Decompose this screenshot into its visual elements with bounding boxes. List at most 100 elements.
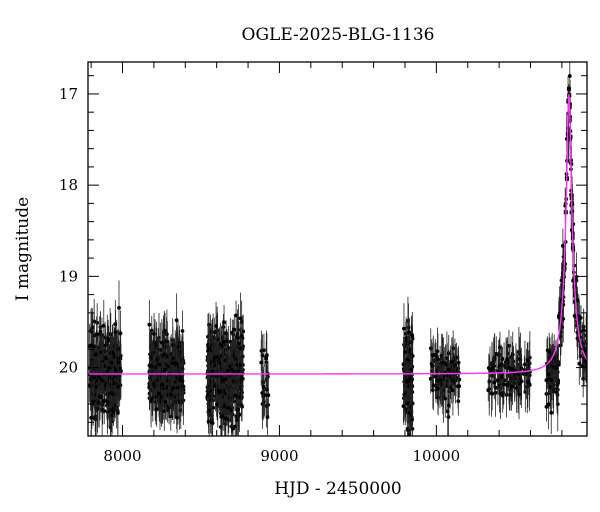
data-point [108, 408, 113, 412]
data-point [402, 326, 406, 331]
data-point [487, 379, 492, 384]
data-point [490, 366, 495, 371]
data-point [212, 330, 217, 335]
data-point [172, 394, 177, 399]
data-point [265, 415, 270, 419]
data-point [107, 366, 111, 370]
data-point [220, 378, 225, 383]
data-point [240, 334, 244, 339]
data-point [525, 358, 530, 363]
data-point [118, 331, 123, 336]
data-point [215, 355, 219, 359]
data-point [406, 410, 411, 415]
data-point [443, 396, 448, 401]
data-point [430, 364, 435, 368]
data-point [232, 327, 237, 332]
data-point [410, 417, 415, 422]
data-point [519, 379, 524, 384]
data-point [546, 402, 551, 407]
chart-title: OGLE-2025-BLG-1136 [242, 25, 435, 45]
data-point [502, 378, 507, 383]
data-point [227, 405, 232, 410]
y-tick-label: 18 [59, 176, 78, 194]
data-point [567, 74, 572, 78]
data-point [175, 385, 180, 390]
data-point [453, 362, 458, 367]
data-point [93, 352, 98, 357]
data-point [180, 379, 185, 383]
data-point [172, 361, 177, 365]
data-point [410, 333, 415, 338]
data-point [174, 318, 179, 323]
data-point [117, 305, 121, 310]
data-point [433, 352, 438, 357]
data-point [549, 378, 554, 383]
data-point [264, 353, 269, 357]
data-point [152, 331, 156, 336]
data-point [548, 384, 553, 389]
data-point [492, 380, 497, 385]
data-point [261, 384, 266, 389]
data-point [157, 362, 162, 367]
data-point [175, 415, 179, 420]
data-point [491, 360, 496, 365]
data-point [169, 392, 173, 397]
data-point [147, 322, 152, 327]
data-point [116, 360, 121, 365]
data-point [92, 375, 96, 380]
data-point [430, 388, 435, 393]
data-point [91, 399, 95, 404]
data-point [507, 366, 512, 370]
data-point [544, 404, 549, 409]
data-point [214, 374, 219, 379]
data-point [220, 414, 225, 419]
data-point [259, 360, 264, 365]
data-point [210, 369, 215, 374]
data-point [431, 383, 436, 388]
data-point [446, 415, 451, 419]
data-point [406, 330, 411, 335]
data-point [262, 348, 266, 353]
data-point [114, 368, 118, 373]
data-point [155, 357, 159, 362]
data-point [101, 399, 106, 403]
data-point [228, 373, 232, 378]
data-point [490, 391, 495, 396]
y-tick-label: 19 [59, 267, 78, 285]
data-point [428, 346, 433, 351]
data-point [154, 407, 159, 412]
data-point [240, 376, 244, 381]
data-point [557, 315, 561, 320]
data-point [236, 407, 240, 412]
data-point [162, 368, 167, 373]
data-point [544, 378, 549, 383]
data-point [147, 363, 152, 368]
data-point [224, 377, 229, 382]
data-point [118, 366, 122, 371]
data-point [231, 426, 235, 431]
data-point [402, 350, 407, 355]
data-point [223, 358, 228, 363]
data-point [409, 367, 414, 372]
data-point [163, 399, 168, 404]
data-point [105, 370, 110, 374]
data-point [546, 372, 551, 377]
data-point [99, 395, 103, 399]
data-point [447, 374, 452, 379]
data-point [405, 357, 410, 362]
data-point [237, 341, 241, 346]
data-point [441, 388, 446, 392]
data-point [165, 354, 170, 359]
data-point [103, 343, 108, 348]
data-point [456, 384, 460, 389]
data-point [111, 409, 116, 414]
data-point [446, 403, 451, 408]
data-point [554, 365, 559, 370]
data-point [574, 275, 579, 279]
data-point [456, 360, 461, 365]
data-point [89, 358, 94, 363]
axis-ticks: 8000 9000 10000 17 18 19 20 [59, 62, 587, 465]
data-point [113, 330, 118, 335]
data-point [517, 381, 521, 386]
